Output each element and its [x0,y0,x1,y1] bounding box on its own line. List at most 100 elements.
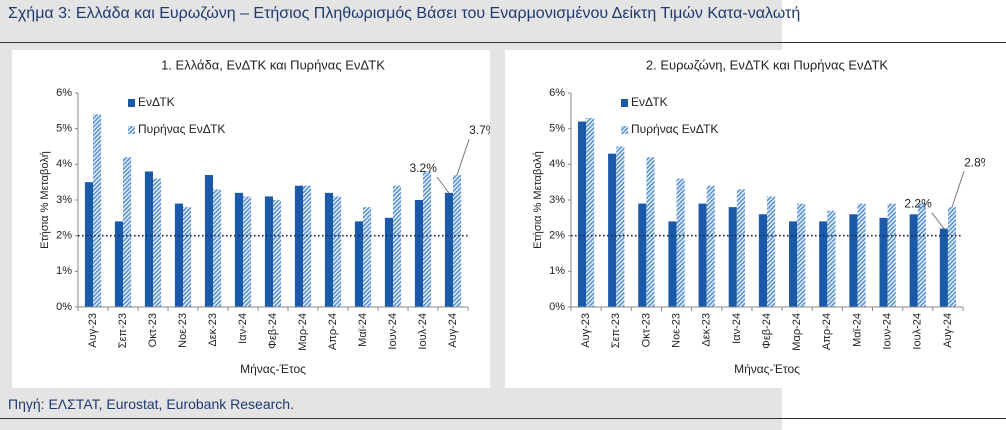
bar [668,221,677,307]
bar [333,196,342,307]
bar [243,196,252,307]
bar [204,175,213,307]
label-leader [436,176,450,194]
label-leader [456,138,470,176]
chart: 2. Ευρωζώνη, ΕνΔΤΚ και Πυρήνας ΕνΔΤΚ 0% 1%… [532,57,992,376]
bar [939,228,948,307]
bar [234,192,243,307]
bar [608,153,617,307]
x-tick-label: Μαρ-24 [791,313,803,351]
legend-label: Πυρήνας ΕνΔΤΚ [631,122,718,136]
bar [393,185,402,307]
y-tick-label: 6% [549,87,565,99]
x-tick-label: Αυγ-24 [942,313,954,348]
x-tick-label: Νοε-23 [177,313,189,348]
x-tick-label: Απρ-24 [327,313,339,350]
x-tick-label: Δεκ-23 [207,313,219,347]
chart-title: 2. Ευρωζώνη, ΕνΔΤΚ και Πυρήνας ΕνΔΤΚ [646,57,888,72]
y-tick-label: 2% [549,230,565,242]
x-tick-label: Αυγ-23 [580,313,592,348]
data-label: 3.7% [469,123,490,137]
data-label: 2.8% [964,155,985,169]
bar [414,200,423,307]
legend-swatch [128,126,135,134]
y-tick-label: 6% [56,87,72,99]
bar [887,203,896,307]
bar [294,185,303,307]
y-axis-title: Ετήσια % Μεταβολή [39,151,51,249]
bar [819,221,828,307]
chart-title: 1. Ελλάδα, ΕνΔΤΚ και Πυρήνας ΕνΔΤΚ [161,57,385,72]
bar [273,200,282,307]
x-axis-title: Μήνας-Έτος [734,362,800,376]
bar [183,207,192,307]
label-leader [931,212,945,229]
x-tick-label: Ιαν-24 [731,313,743,344]
bar [444,192,453,307]
x-tick-label: Ιουν-24 [387,313,399,350]
data-label: 2.2% [904,197,932,211]
bar [857,203,866,307]
y-tick-label: 4% [56,158,72,170]
bar [698,203,707,307]
bar [123,157,132,307]
data-label: 3.2% [410,161,438,175]
bar [728,207,737,307]
bar [264,196,273,307]
bar [827,210,836,307]
x-tick-label: Αυγ-24 [447,313,459,348]
x-tick-label: Απρ-24 [821,313,833,350]
x-tick-label: Φεβ-24 [761,313,773,349]
bar [114,221,123,307]
y-tick-label: 0% [56,301,72,313]
bar [453,175,462,307]
x-tick-label: Σεπ-23 [117,313,129,348]
bar [646,157,655,307]
legend-label: ΕνΔΤΚ [138,95,175,109]
rule [0,418,1006,419]
legend-swatch [621,126,628,134]
bar [423,171,432,307]
bar [947,207,957,307]
y-tick-label: 4% [549,158,565,170]
source-note: Πηγή: ΕΛΣΤΑΤ, Eurostat, Eurobank Researc… [8,396,294,412]
x-tick-label: Ιουν-24 [882,313,894,350]
label-leader [951,170,965,208]
x-tick-label: Οκτ-23 [640,313,652,347]
bar [354,221,363,307]
bar [577,121,587,308]
y-tick-label: 5% [56,123,72,135]
bar [849,214,858,307]
bar [144,171,153,307]
bar [909,214,918,307]
y-tick-label: 2% [56,230,72,242]
x-tick-label: Μαϊ-24 [357,313,369,347]
bar [676,178,685,307]
y-tick-label: 1% [56,265,72,277]
x-tick-label: Φεβ-24 [267,313,279,349]
bar [616,146,625,307]
x-tick-label: Δεκ-23 [701,313,713,347]
x-tick-label: Αυγ-23 [87,313,99,348]
bar [174,203,183,307]
chart: 1. Ελλάδα, ΕνΔΤΚ και Πυρήνας ΕνΔΤΚ 0% 1% 2%… [39,57,497,376]
figure-title: Σχήμα 3: Ελλάδα και Ευρωζώνη – Ετήσιος Π… [8,5,801,22]
y-axis-title: Ετήσια % Μεταβολή [532,151,544,249]
x-tick-label: Ιουλ-24 [417,313,429,350]
x-tick-label: Νοε-23 [670,313,682,348]
rule [0,42,1006,43]
bar [384,217,393,307]
bar [303,185,312,307]
bar [586,117,595,307]
bar [789,221,798,307]
x-tick-label: Ιουλ-24 [912,313,924,350]
legend-label: ΕνΔΤΚ [631,95,668,109]
bar [84,182,93,307]
legend-swatch [621,99,628,107]
legend-swatch [128,99,135,107]
bar [706,185,715,307]
x-tick-label: Μαϊ-24 [851,313,863,347]
bar [758,214,767,307]
y-tick-label: 3% [56,194,72,206]
x-axis-title: Μήνας-Έτος [240,362,306,376]
